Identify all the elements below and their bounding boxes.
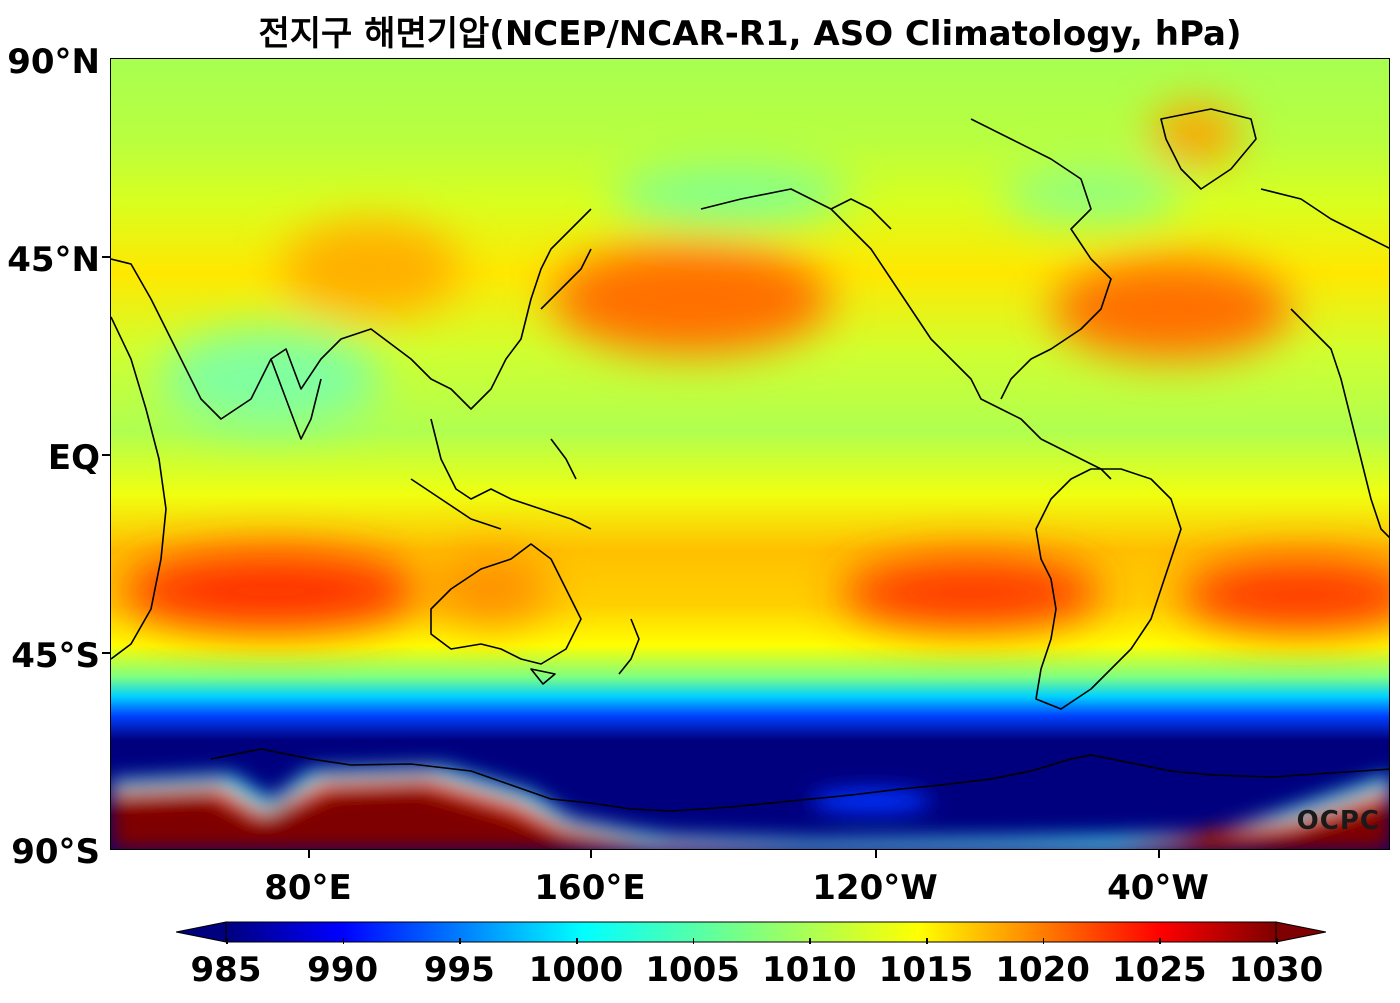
pressure-map [110,58,1390,850]
colorbar-tick-label: 995 [423,950,495,990]
coastlines [111,108,1389,812]
x-tick-80e: 80°E [264,868,352,908]
colorbar [175,920,1327,944]
colorbar-tick-mark [809,938,811,944]
colorbar-tick-label: 990 [307,950,379,990]
y-tick-mark [102,256,110,258]
y-tick-eq: EQ [47,438,100,478]
colorbar-tick-label: 1010 [762,950,857,990]
colorbar-tick-mark [1042,938,1045,944]
colorbar-tick-label: 1020 [995,950,1090,990]
y-tick-mark [102,454,110,456]
colorbar-tick-label: 1000 [528,950,624,990]
x-tick-40w: 40°W [1107,868,1209,908]
y-tick-45s: 45°S [11,636,100,676]
x-tick-mark [590,850,592,858]
colorbar-tick-label: 1030 [1228,950,1324,990]
ocpc-watermark: OCPC [1296,806,1380,836]
colorbar-tick-label: 985 [190,950,262,990]
colorbar-tick-mark [1159,938,1161,944]
x-tick-mark [875,850,877,858]
colorbar-tick-label: 1005 [645,950,740,990]
y-tick-45n: 45°N [7,240,100,280]
colorbar-tick-mark [459,938,461,944]
y-tick-90n: 90°N [7,42,100,82]
map-title: 전지구 해면기압(NCEP/NCAR-R1, ASO Climatology, … [258,14,1242,54]
x-tick-160e: 160°E [534,868,646,908]
y-tick-mark [102,652,110,654]
colorbar-tick-mark [226,938,228,944]
colorbar-tick-mark [342,938,345,944]
colorbar-tick-mark [576,938,578,944]
colorbar-tick-mark [1276,938,1278,944]
colorbar-tick-label: 1025 [1112,950,1207,990]
y-tick-90s: 90°S [11,832,100,872]
colorbar-tick-mark [692,938,695,944]
x-tick-120w: 120°W [812,868,938,908]
x-tick-mark [308,850,310,858]
colorbar-tick-mark [926,938,928,944]
colorbar-tick-label: 1015 [878,950,974,990]
pressure-field [111,59,1389,849]
x-tick-mark [1158,850,1160,858]
